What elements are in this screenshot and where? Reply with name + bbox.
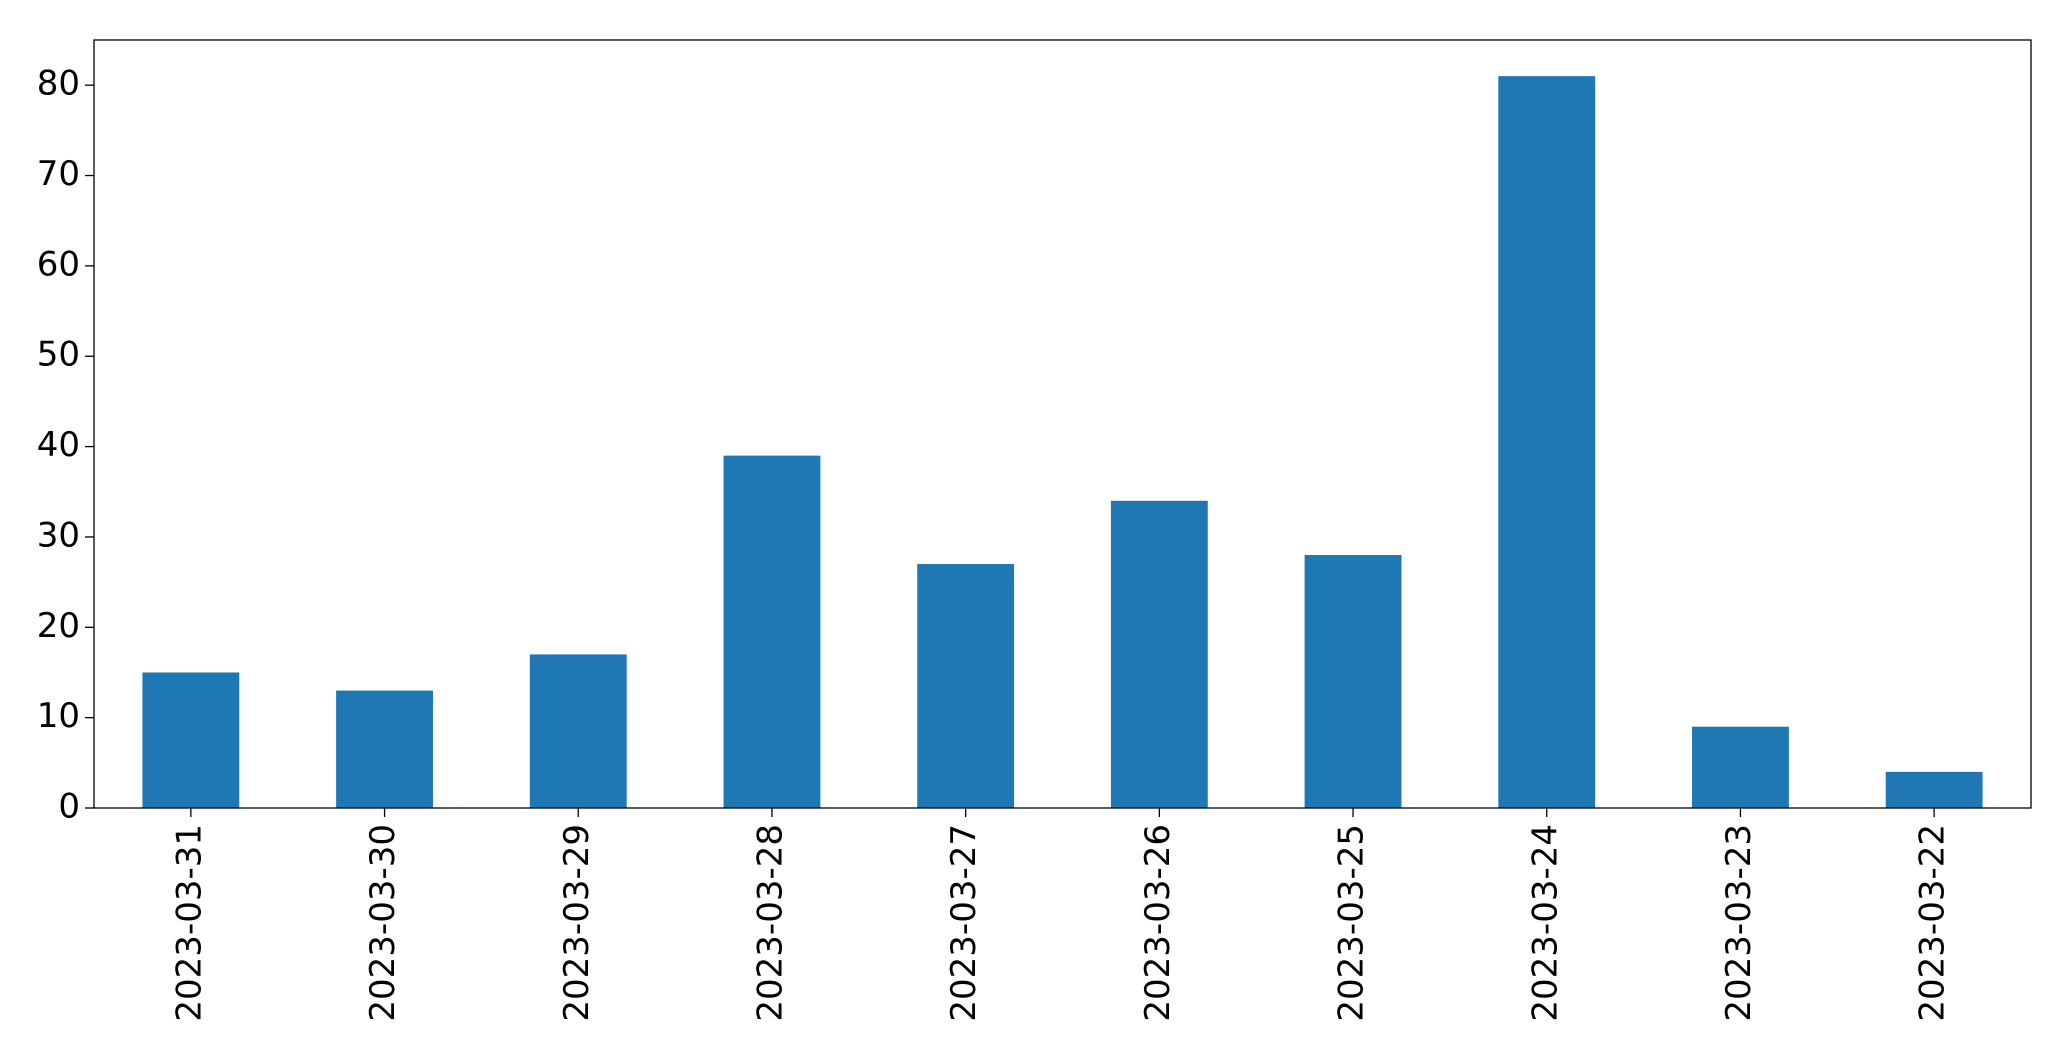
y-tick-label: 60 — [37, 244, 80, 284]
x-tick-label: 2023-03-29 — [557, 824, 597, 1022]
y-tick-label: 80 — [37, 64, 80, 104]
x-tick-label: 2023-03-26 — [1138, 824, 1178, 1022]
y-tick-label: 20 — [37, 606, 80, 646]
bar — [1692, 726, 1789, 808]
bar — [142, 672, 240, 808]
x-tick-label: 2023-03-25 — [1332, 824, 1372, 1022]
x-tick-label: 2023-03-31 — [169, 824, 209, 1022]
plot-frame — [93, 39, 2032, 809]
bar — [1304, 555, 1402, 808]
y-tick-label: 40 — [37, 425, 80, 465]
bar — [1498, 76, 1596, 808]
x-tick-label: 2023-03-24 — [1525, 824, 1565, 1022]
y-tick-label: 50 — [37, 335, 80, 375]
bar — [1885, 771, 1983, 808]
x-tick-label: 2023-03-22 — [1913, 824, 1953, 1022]
x-tick-label: 2023-03-28 — [750, 824, 790, 1022]
x-tick-label: 2023-03-23 — [1719, 824, 1759, 1022]
y-tick-label: 10 — [37, 696, 80, 736]
x-tick-label: 2023-03-30 — [363, 824, 403, 1022]
bar — [336, 690, 433, 808]
y-tick-label: 30 — [37, 515, 80, 555]
x-tick-label: 2023-03-27 — [944, 824, 984, 1022]
y-tick-label: 70 — [37, 154, 80, 194]
y-tick-label: 0 — [58, 787, 80, 827]
bar — [723, 455, 821, 808]
bar — [917, 564, 1015, 808]
bar — [529, 654, 627, 808]
bar — [1110, 500, 1208, 808]
